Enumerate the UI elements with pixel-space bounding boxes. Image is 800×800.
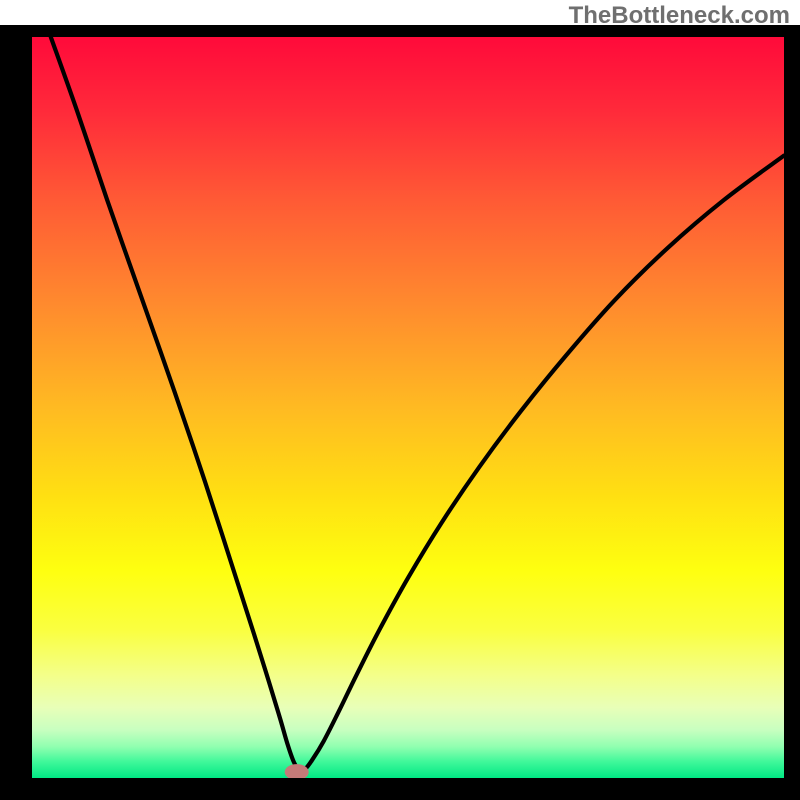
frame-top [0,25,800,37]
frame-right [784,25,800,800]
frame-left [0,25,32,800]
bottleneck-curve [32,37,784,778]
frame-bottom [0,778,800,800]
